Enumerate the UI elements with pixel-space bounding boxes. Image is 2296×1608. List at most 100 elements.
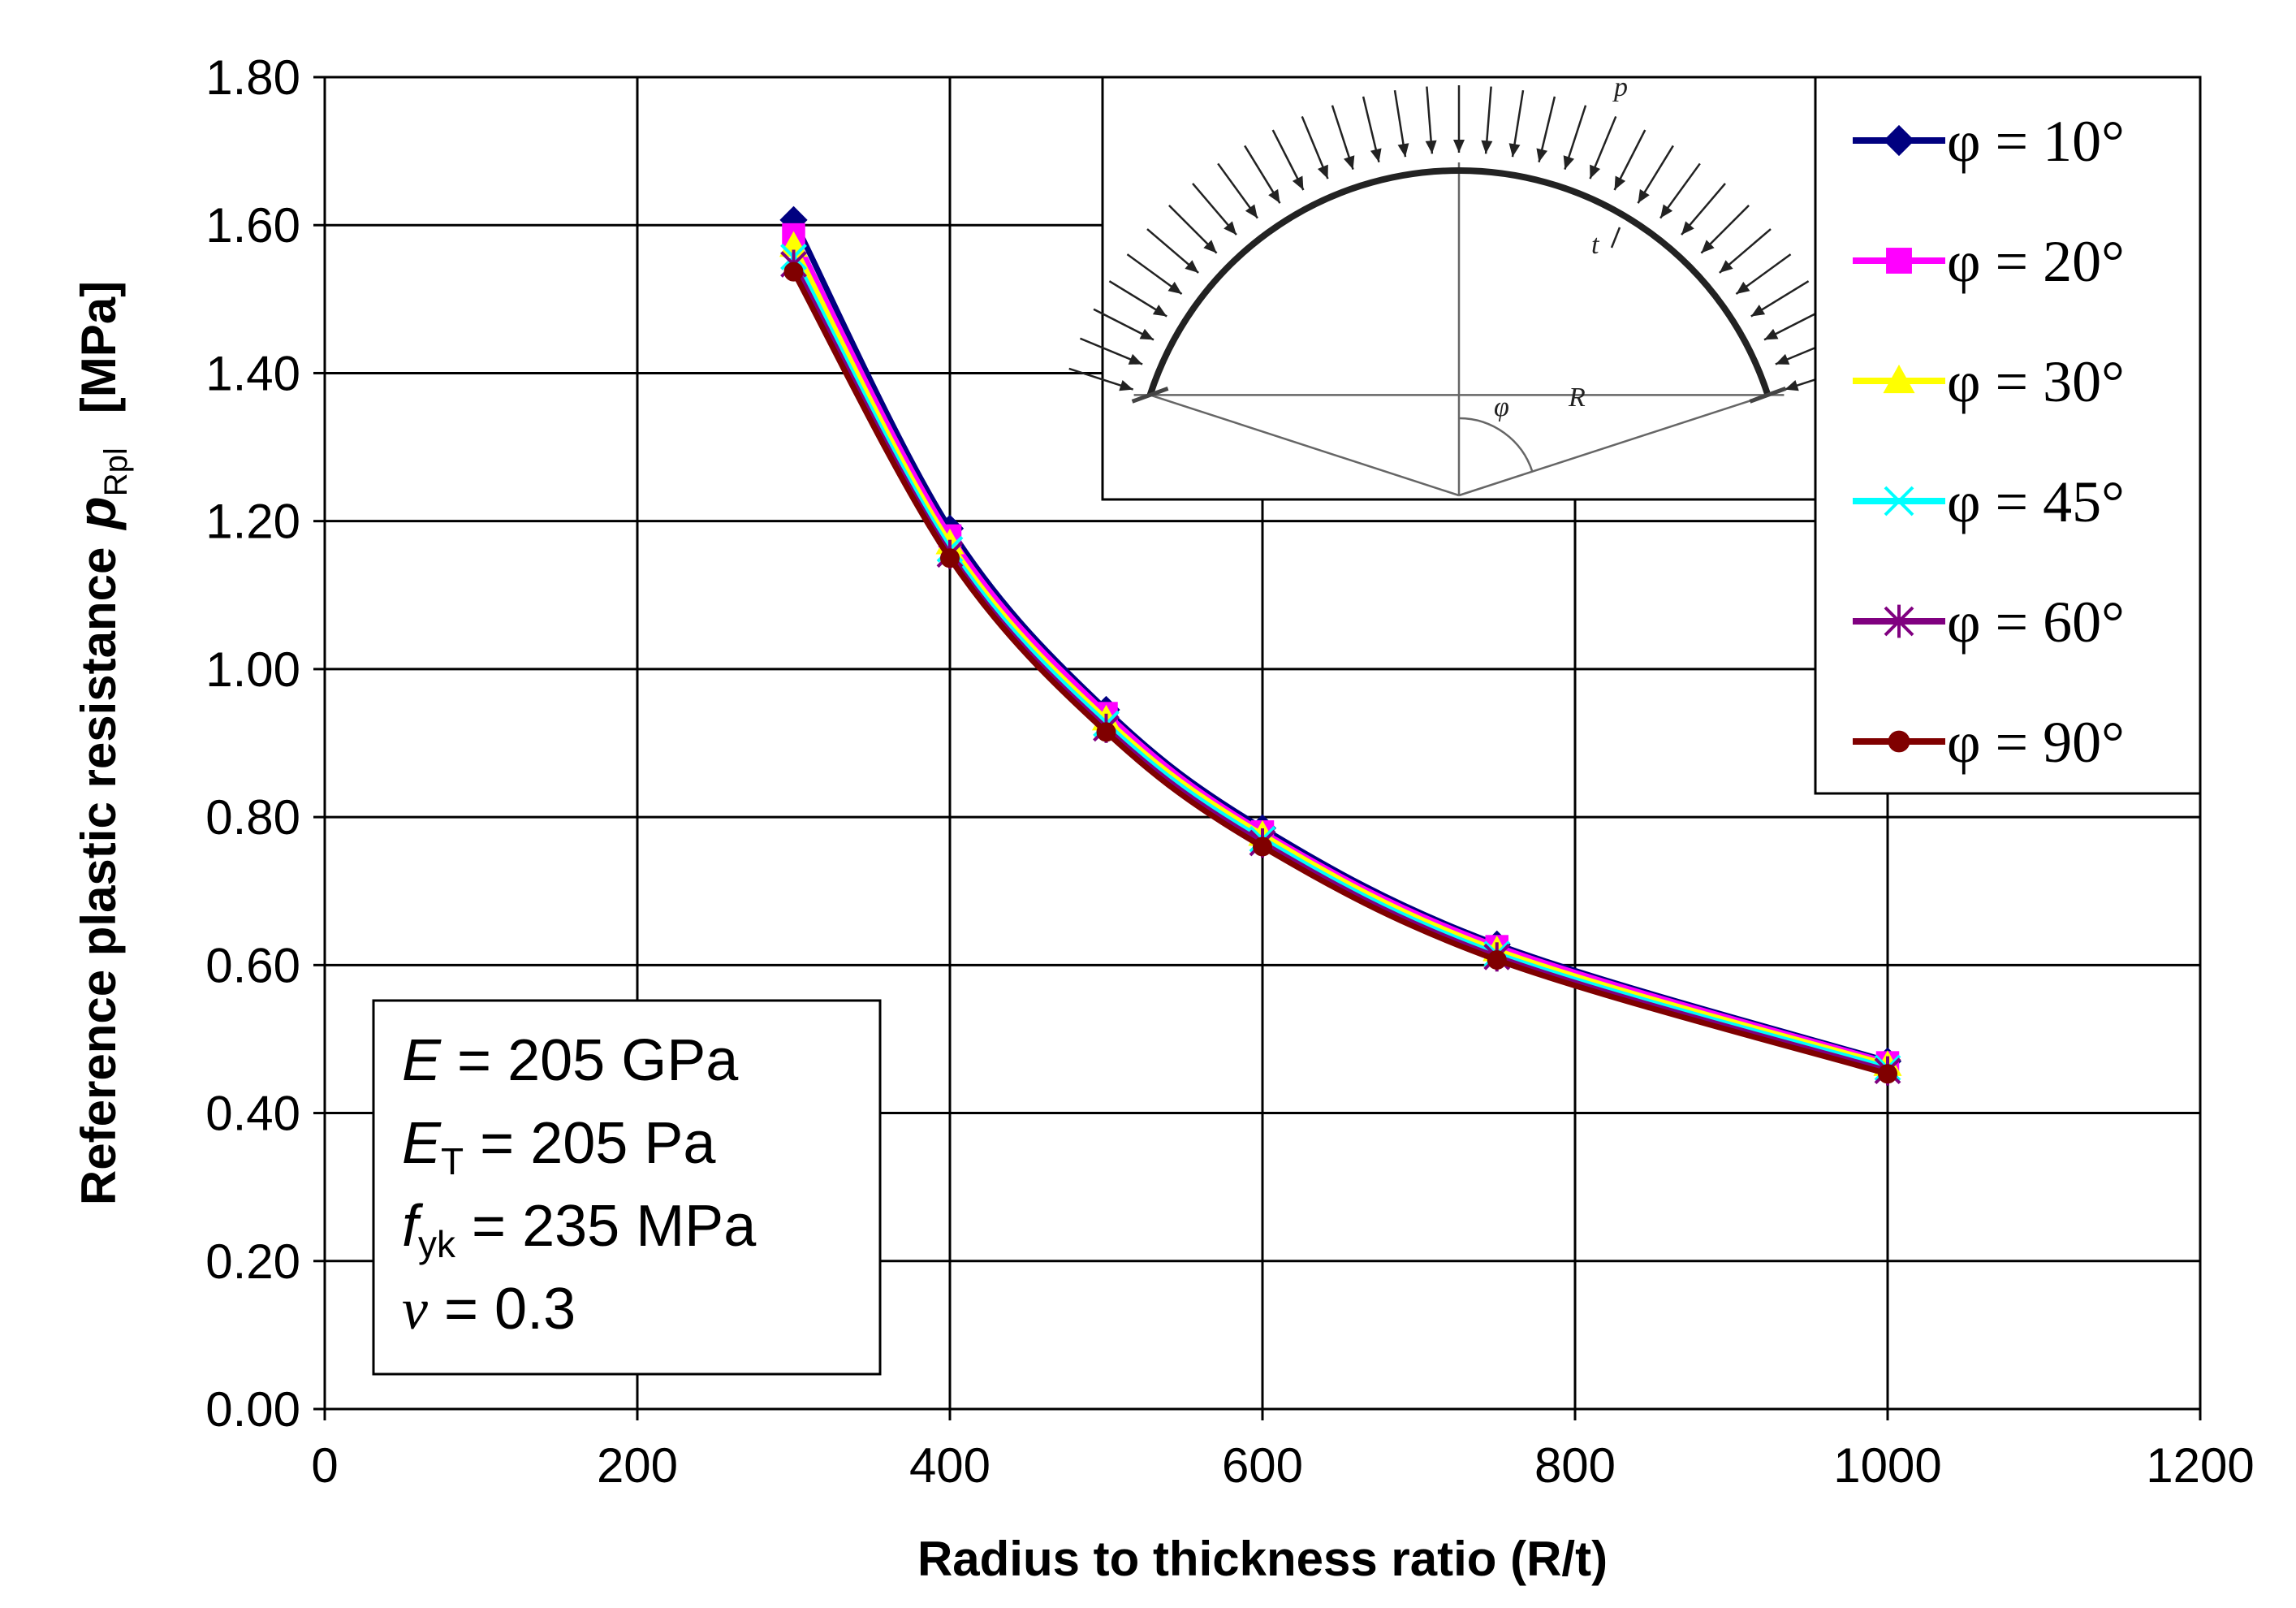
pressure-arrow-head: [1481, 140, 1493, 154]
pressure-arrow-head: [1343, 155, 1355, 170]
legend-swatch-marker: [1886, 248, 1912, 274]
pressure-arrow-head: [1292, 175, 1304, 190]
data-point: [1096, 722, 1116, 742]
legend-item: φ = 30°: [1853, 349, 2125, 414]
legend-item: φ = 10°: [1853, 109, 2125, 174]
pressure-arrow-head: [1119, 379, 1133, 391]
y-tick-label: 0.20: [205, 1234, 300, 1289]
pressure-arrow-head: [1185, 260, 1199, 273]
data-point: [1253, 836, 1272, 857]
data-point: [1487, 949, 1507, 970]
x-tick-label: 1000: [1833, 1438, 1941, 1493]
legend-label: φ = 10°: [1947, 109, 2125, 174]
pressure-arrow-head: [1128, 353, 1143, 365]
inset-label-R: R: [1568, 383, 1586, 413]
y-axis-title-subscript: Rpl: [98, 447, 134, 496]
y-tick-label: 1.20: [205, 495, 300, 549]
inset-thickness-marker: [1610, 227, 1621, 249]
y-axis-title-main: Reference plastic resistance: [71, 547, 126, 1205]
legend-swatch-marker: [1884, 486, 1914, 517]
y-tick-label: 1.40: [205, 346, 300, 400]
series-circle: [783, 262, 1897, 1084]
parameter-line: ET = 205 Pa: [402, 1111, 716, 1182]
parameter-box-frame: [372, 999, 882, 1376]
parameter-line: E = 205 GPa: [402, 1028, 739, 1093]
legend-swatch-marker: [1888, 730, 1910, 753]
pressure-arrow-head: [1701, 240, 1715, 253]
inset-label-phi: φ: [1494, 392, 1509, 422]
dome-geometry: [1131, 162, 1787, 497]
y-tick-label: 1.60: [205, 198, 300, 253]
x-tick-label: 200: [597, 1438, 678, 1493]
legend-frame: [1814, 76, 2202, 795]
pressure-arrow-head: [1660, 204, 1673, 218]
inset-support: [1131, 387, 1169, 404]
pressure-arrow-head: [1508, 143, 1521, 158]
legend-label: φ = 60°: [1947, 590, 2125, 655]
y-axis-title-symbol: p: [67, 496, 127, 530]
x-tick-label: 1200: [2146, 1438, 2254, 1493]
series-line: [791, 244, 1888, 1068]
legend-item: φ = 20°: [1853, 229, 2125, 294]
pressure-arrow-head: [1736, 281, 1750, 294]
data-point: [783, 262, 804, 282]
inset-label-t: t: [1591, 230, 1600, 260]
y-tick-label: 1.00: [205, 642, 300, 697]
y-axis-title: Reference plastic resistance pRpl [MPa]: [67, 281, 134, 1205]
series-line: [791, 270, 1888, 1077]
x-axis-ticks: 0 200 400 600 800 1000 1200: [311, 1409, 2255, 1493]
y-tick-label: 0.00: [205, 1382, 300, 1437]
pressure-arrow-head: [1785, 379, 1799, 391]
pressure-arrow-head: [1764, 328, 1779, 340]
pressure-arrow-head: [1614, 175, 1626, 190]
inset-shell-arc: [1146, 167, 1772, 396]
y-axis-ticks: 0.00 0.20 0.40 0.60 0.80 1.00 1.20 1.40 1.60 1.80: [205, 50, 325, 1437]
grid: [325, 77, 2200, 1409]
legend-label: φ = 90°: [1947, 710, 2125, 775]
y-tick-label: 0.60: [205, 938, 300, 992]
pressure-arrow-head: [1224, 221, 1236, 236]
pressure-arrow-head: [1167, 281, 1182, 294]
x-tick-label: 400: [909, 1438, 990, 1493]
pressure-arrow-head: [1536, 148, 1548, 162]
parameter-line: fyk = 235 MPa: [402, 1194, 757, 1265]
legend-swatch-marker: [1884, 604, 1914, 638]
legend-swatch-marker: [1883, 364, 1915, 394]
y-axis-title-unit: [MPa]: [71, 281, 126, 413]
legend-swatch-marker: [1883, 124, 1915, 157]
inset-radius-left: [1150, 394, 1460, 497]
pressure-arrow-head: [1638, 188, 1650, 204]
data-point: [1878, 1064, 1897, 1084]
legend-item: φ = 60°: [1853, 590, 2125, 655]
x-axis-title: Radius to thickness ratio (R/t): [917, 1532, 1608, 1586]
inset-label-p: p: [1612, 72, 1628, 102]
series-line: [791, 233, 1888, 1066]
pressure-arrow-head: [1775, 353, 1790, 365]
pressure-arrow-head: [1590, 164, 1601, 179]
x-tick-label: 800: [1534, 1438, 1616, 1493]
legend-item: φ = 90°: [1853, 710, 2125, 775]
pressure-arrow-head: [1719, 260, 1733, 273]
inset-angle-arc: [1458, 417, 1534, 473]
pressure-arrow-head: [1268, 188, 1280, 204]
pressure-arrow-head: [1453, 140, 1465, 153]
pressure-arrow-head: [1245, 204, 1258, 218]
y-tick-label: 0.40: [205, 1087, 300, 1141]
inset-radius-right: [1458, 394, 1768, 497]
pressure-arrows: [1068, 85, 1849, 391]
legend: φ = 10° φ = 20° φ = 30° φ = 45° φ = 60° φ = 9…: [1814, 76, 2202, 795]
pressure-arrow-head: [1152, 305, 1167, 317]
pressure-arrow-head: [1425, 140, 1437, 154]
pressure-arrow-head: [1681, 221, 1694, 236]
pressure-arrow-head: [1370, 148, 1382, 162]
y-tick-label: 0.80: [205, 790, 300, 845]
inset-support: [1749, 387, 1787, 404]
legend-label: φ = 30°: [1947, 349, 2125, 414]
legend-label: φ = 45°: [1947, 469, 2125, 534]
pressure-arrow-head: [1397, 143, 1409, 158]
pressure-arrow-head: [1139, 328, 1154, 340]
parameter-box: E = 205 GPa ET = 205 Pa fyk = 235 MPa ν = 0…: [372, 999, 882, 1376]
x-tick-label: 600: [1222, 1438, 1303, 1493]
inset-diagram: p t φ R: [1068, 72, 1849, 501]
